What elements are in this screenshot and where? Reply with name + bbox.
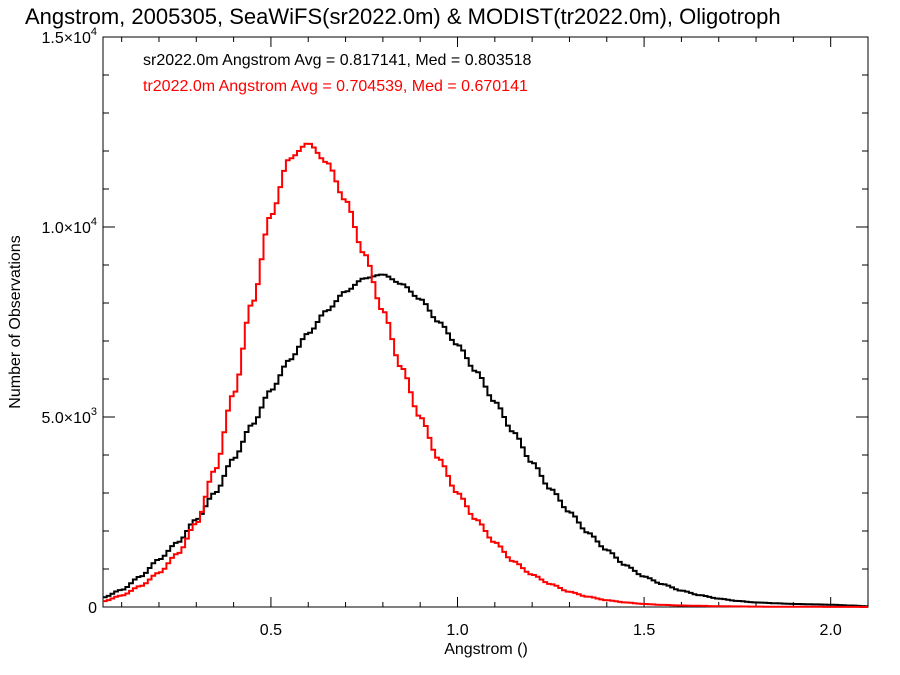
y-axis-label: Number of Observations <box>7 235 24 408</box>
x-tick-label: 1.5 <box>633 622 655 639</box>
series-line-1 <box>103 142 868 608</box>
y-tick-label: 0 <box>88 600 97 617</box>
series-line-0 <box>103 273 868 608</box>
plot-frame <box>102 36 869 608</box>
y-tick-label: 1.0×104 <box>41 216 97 237</box>
chart-title: Angstrom, 2005305, SeaWiFS(sr2022.0m) & … <box>25 4 781 29</box>
y-tick-label: 5.0×103 <box>41 406 97 427</box>
x-axis-ticks: 0.5 1.0 1.5 2.0 <box>121 37 869 639</box>
y-axis-ticks: 0 5.0×103 1.0×104 1.5×104 <box>41 26 868 617</box>
series-layer <box>103 142 868 608</box>
x-tick-label: 0.5 <box>260 622 282 639</box>
x-tick-label: 1.0 <box>446 622 468 639</box>
y-tick-label: 1.5×104 <box>41 26 97 47</box>
x-tick-label: 2.0 <box>820 622 842 639</box>
annotation-tr: tr2022.0m Angstrom Avg = 0.704539, Med =… <box>143 78 528 95</box>
x-axis-label: Angstrom () <box>444 641 528 658</box>
plot-area: 0.5 1.0 1.5 2.0 0 5.0×103 1.0×104 1.5×104 <box>41 26 869 639</box>
annotation-sr: sr2022.0m Angstrom Avg = 0.817141, Med =… <box>143 52 532 69</box>
